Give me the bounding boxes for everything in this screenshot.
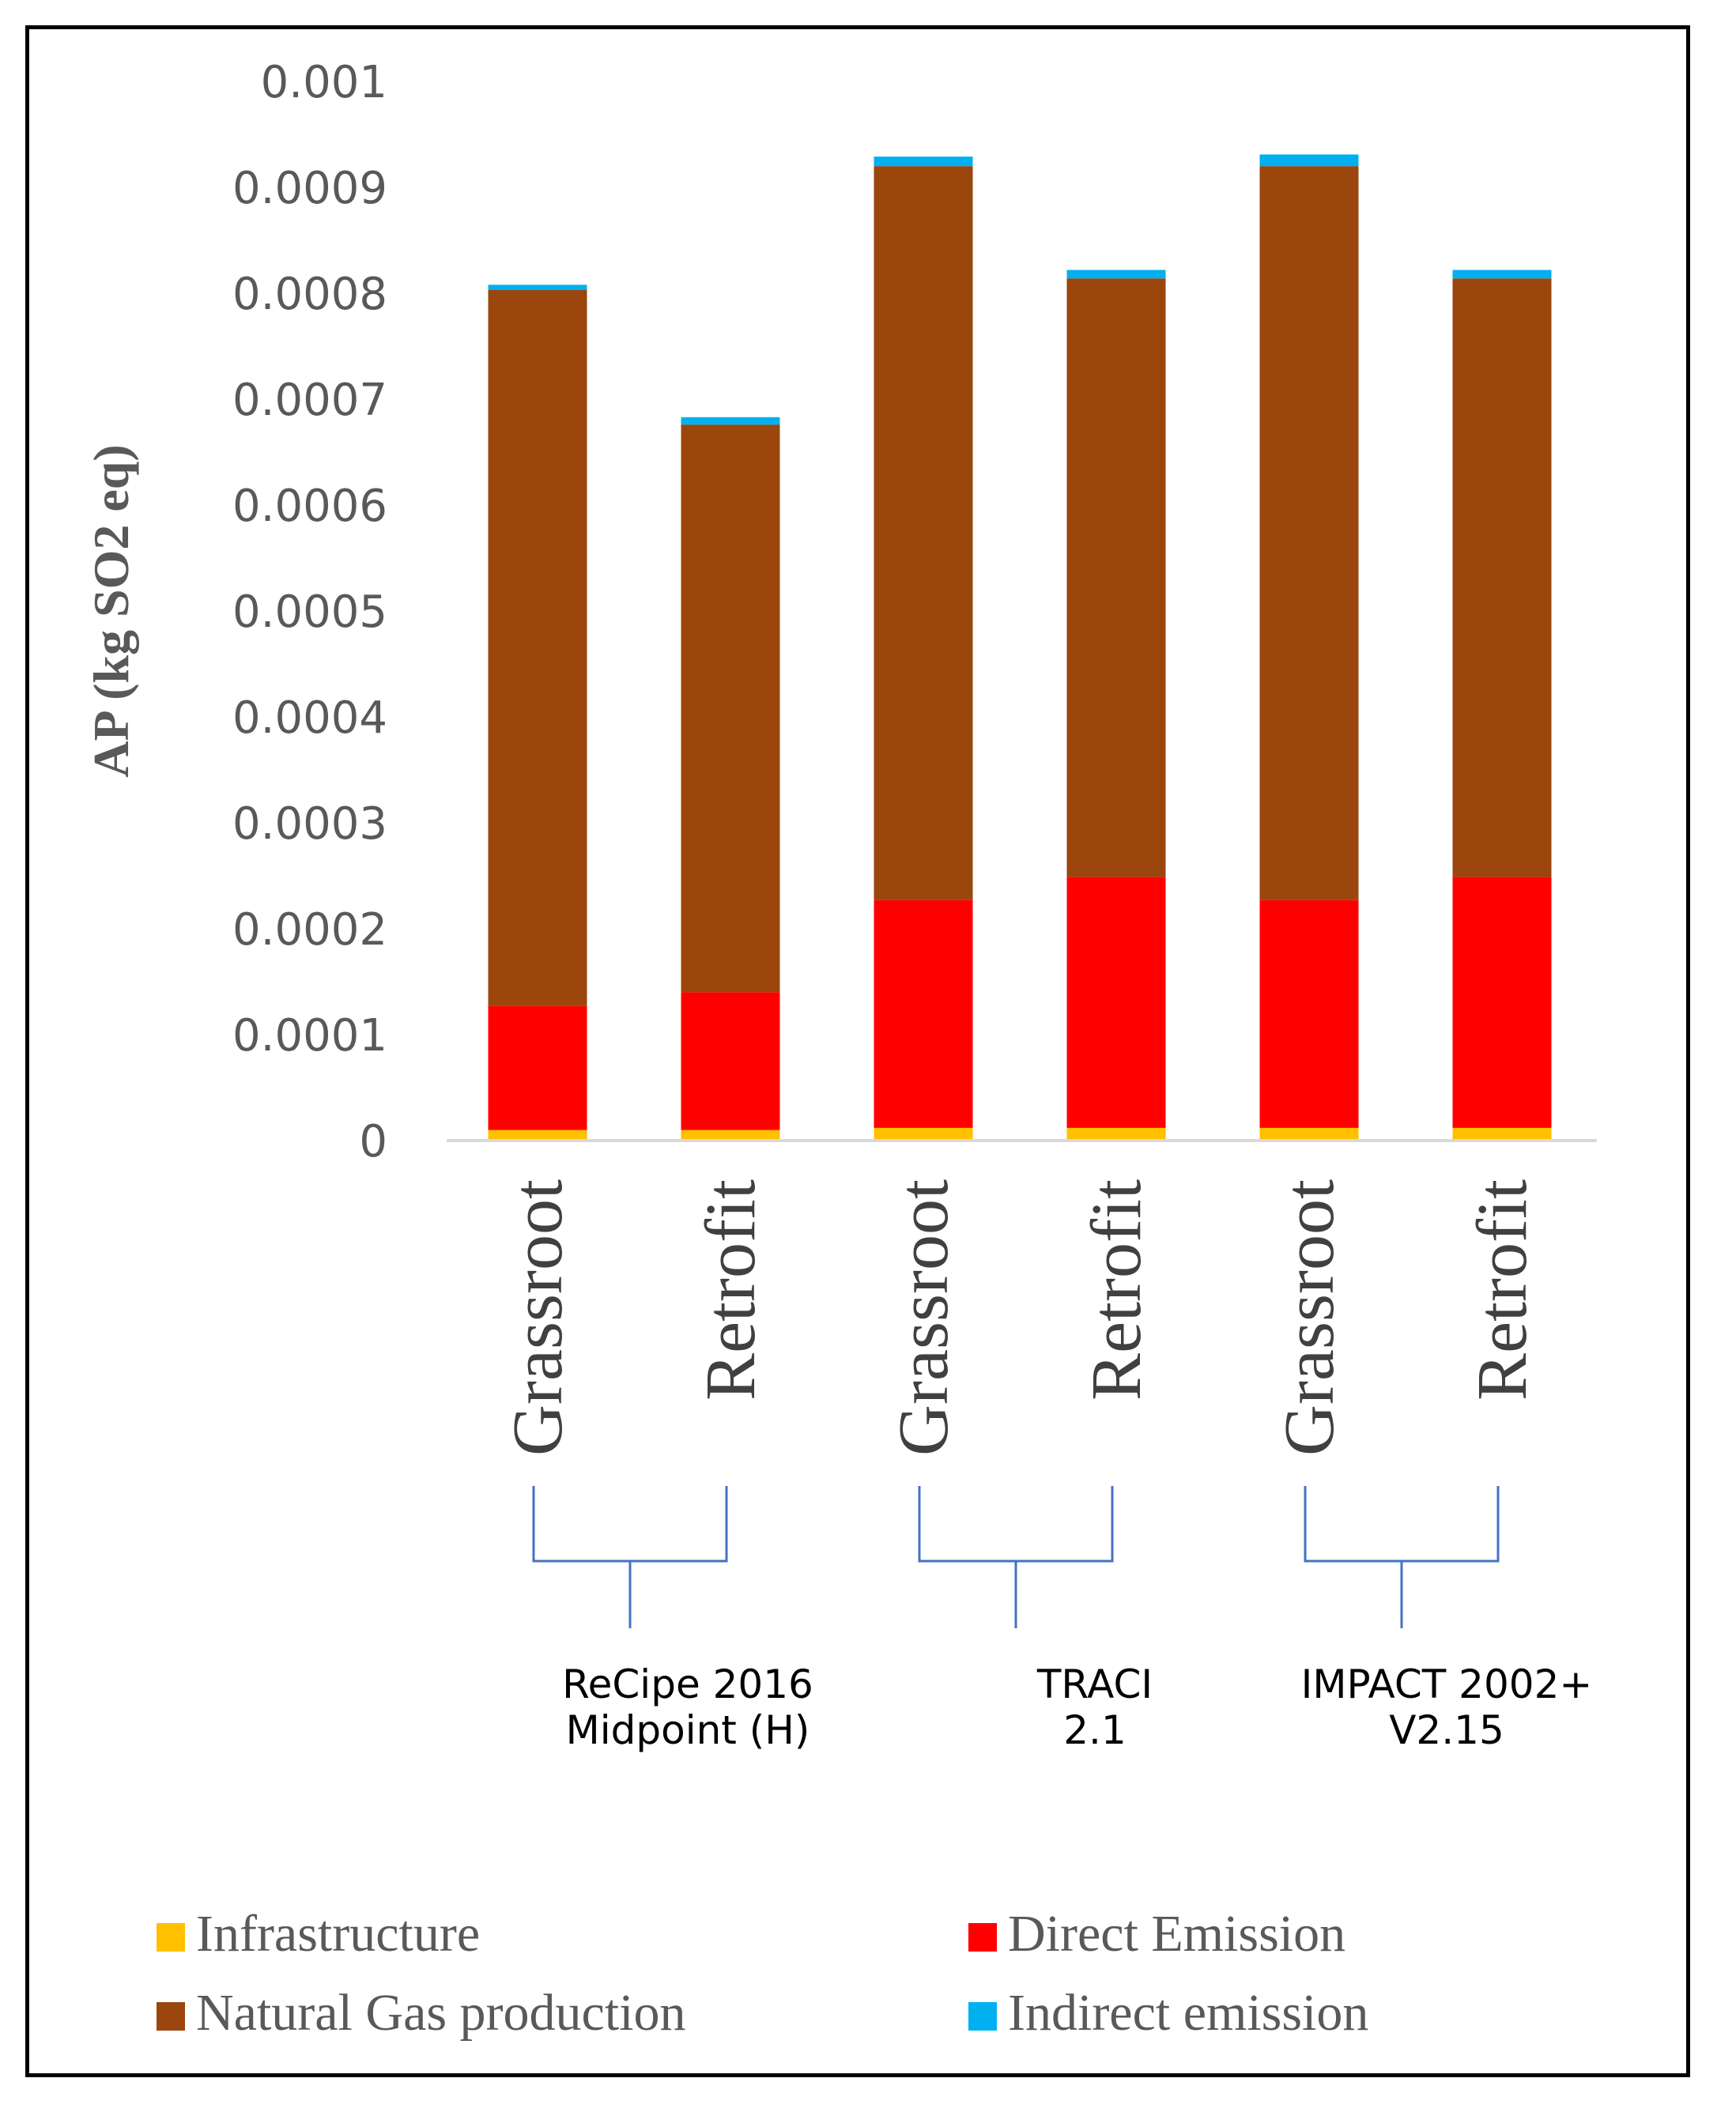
y-tick-label: 0.0002: [232, 904, 387, 956]
y-tick-label: 0.0003: [232, 798, 387, 850]
group-label-line: 2.1: [1063, 1707, 1127, 1753]
y-tick-label: 0.0009: [232, 163, 387, 214]
group-label-line: Midpoint (H): [566, 1707, 810, 1753]
bar-segment-indirect-emission: [1452, 270, 1552, 279]
bar-segment-natural-gas-production: [488, 289, 587, 1006]
legend-swatch: [968, 2002, 997, 2031]
x-category-label: Grassroot: [885, 1179, 963, 1456]
bar-segment-natural-gas-production: [874, 166, 973, 900]
y-tick-label: 0.0007: [232, 375, 387, 426]
bar-segment-indirect-emission: [488, 285, 587, 290]
y-tick-label: 0.0008: [232, 269, 387, 320]
y-axis-title: AP (kg SO2 eq): [83, 444, 139, 777]
bar-segment-natural-gas-production: [681, 424, 780, 993]
bar-segment-direct-emission: [1259, 899, 1359, 1128]
bar-segment-natural-gas-production: [1452, 278, 1552, 877]
x-category-label: Retrofit: [692, 1179, 770, 1401]
legend-swatch: [157, 1923, 185, 1952]
group-bracket: [918, 1486, 1114, 1563]
bar-segment-direct-emission: [681, 992, 780, 1130]
y-tick-label: 0.0005: [232, 586, 387, 638]
bar-segment-indirect-emission: [1066, 270, 1166, 279]
figure-frame: [25, 25, 1690, 2077]
bar-segment-direct-emission: [1452, 877, 1552, 1128]
bar-segment-direct-emission: [488, 1005, 587, 1130]
legend-swatch: [157, 2002, 185, 2031]
group-label-line: V2.15: [1389, 1707, 1504, 1753]
legend-label: Direct Emission: [1008, 1905, 1345, 1963]
legend-label: Indirect emission: [1008, 1984, 1368, 2042]
y-tick-label: 0.0006: [232, 481, 387, 532]
legend-label: Natural Gas production: [196, 1984, 686, 2042]
y-tick-label: 0.001: [261, 57, 387, 108]
group-label-line: TRACI: [1036, 1661, 1153, 1707]
legend-swatch: [968, 1923, 997, 1952]
y-tick-label: 0.0004: [232, 692, 387, 744]
bar-segment-infrastructure: [681, 1130, 780, 1141]
x-category-label: Retrofit: [1077, 1179, 1156, 1401]
bar-segment-indirect-emission: [1259, 154, 1359, 167]
legend-label: Infrastructure: [196, 1905, 480, 1963]
bar-segment-infrastructure: [1452, 1127, 1552, 1141]
group-label-line: IMPACT 2002+: [1301, 1661, 1593, 1707]
group-bracket: [532, 1486, 728, 1563]
bar-segment-direct-emission: [1066, 877, 1166, 1128]
bar-segment-indirect-emission: [874, 157, 973, 167]
bar-segment-infrastructure: [874, 1127, 973, 1141]
bar-segment-direct-emission: [874, 899, 973, 1128]
bar-segment-natural-gas-production: [1066, 278, 1166, 877]
bar-segment-infrastructure: [1259, 1127, 1359, 1141]
y-tick-label: 0: [359, 1116, 387, 1167]
bar-segment-infrastructure: [488, 1130, 587, 1141]
x-category-label: Grassroot: [499, 1179, 577, 1456]
group-label-line: ReCipe 2016: [562, 1661, 813, 1707]
group-bracket: [1304, 1486, 1500, 1563]
y-tick-label: 0.0001: [232, 1010, 387, 1062]
x-category-label: Grassroot: [1270, 1179, 1349, 1456]
bar-segment-indirect-emission: [681, 417, 780, 425]
x-category-label: Retrofit: [1463, 1179, 1542, 1401]
bar-segment-natural-gas-production: [1259, 166, 1359, 900]
bar-segment-infrastructure: [1066, 1127, 1166, 1141]
